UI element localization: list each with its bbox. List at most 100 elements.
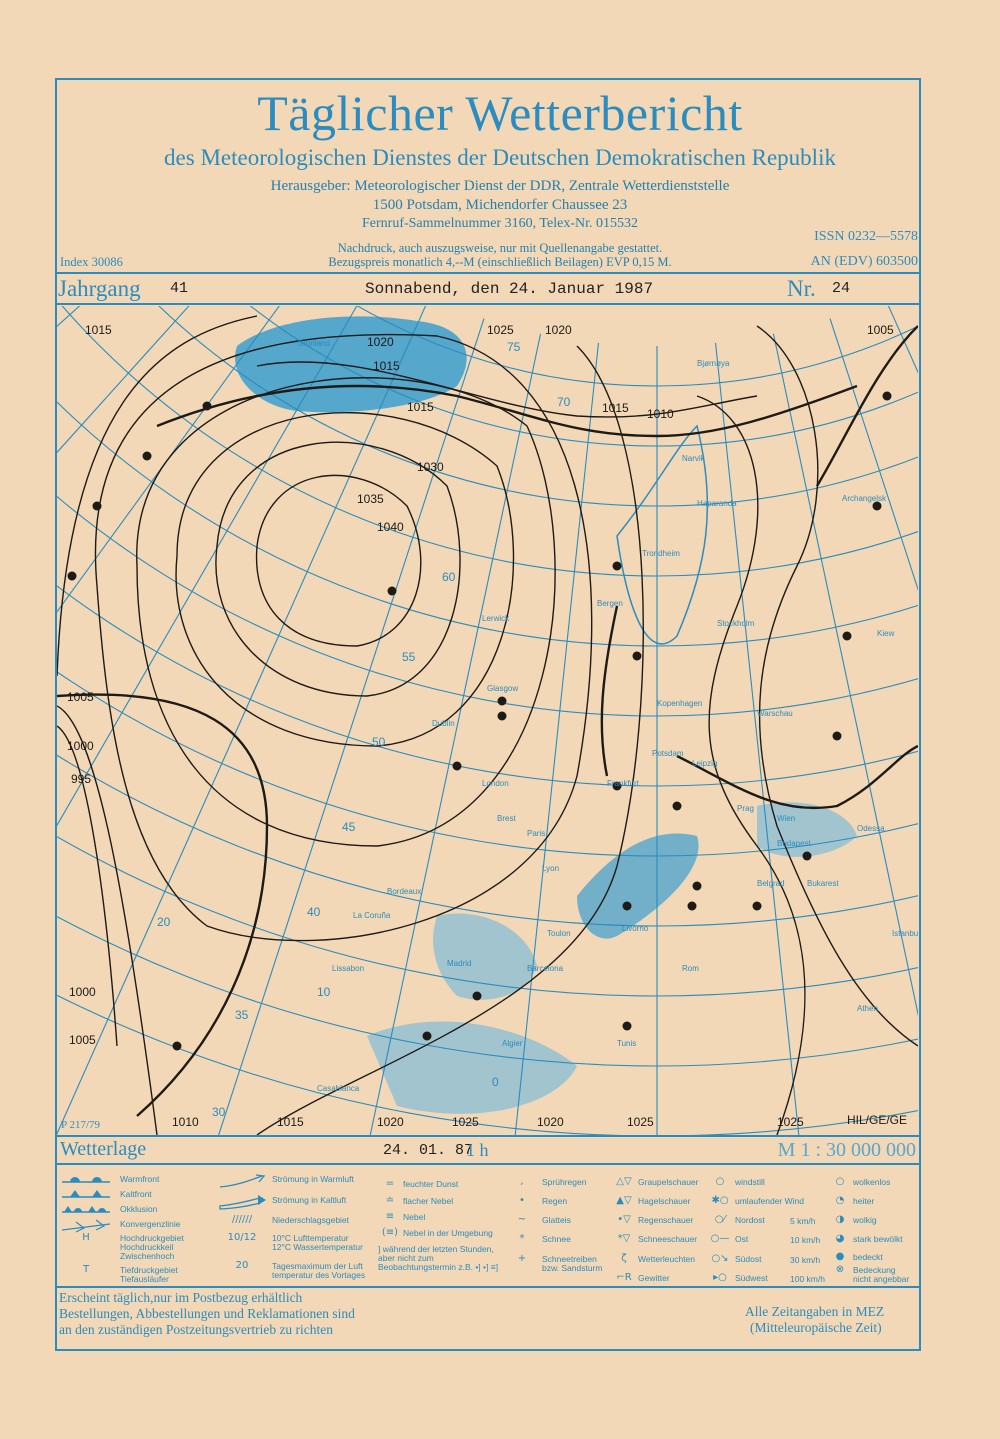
front-central	[676, 744, 918, 810]
city-label: Istanbul	[892, 929, 918, 938]
mediterranean-shading	[577, 833, 699, 939]
station-marker	[842, 631, 852, 641]
parallel-line	[57, 495, 918, 717]
meridian-line	[57, 306, 358, 827]
warm-front-icon	[62, 1173, 110, 1192]
city-label: Bukarest	[807, 879, 839, 888]
city-label: London	[482, 779, 509, 788]
legend-symbol: ≐	[385, 1195, 395, 1206]
legend-symbol: ○	[715, 1176, 725, 1187]
isobar-label: 1005	[69, 1033, 96, 1047]
legend-label: wolkig	[853, 1215, 877, 1225]
divider	[55, 272, 921, 274]
meridian-line	[772, 333, 918, 1017]
chart-datetime: 24. 01. 87	[383, 1142, 474, 1159]
latitude-label: 40	[307, 905, 321, 919]
isobar-label: 1020	[377, 1115, 404, 1129]
isobar-1025	[136, 377, 556, 847]
occlusion-icon	[62, 1203, 110, 1222]
city-label: Bordeaux	[387, 887, 421, 896]
isobar-label: 1015	[85, 323, 112, 337]
legend-symbol: =	[385, 1178, 395, 1189]
nr-value: 24	[832, 280, 851, 297]
city-label: Madrid	[447, 959, 471, 968]
legend-label: Tagesmaximum der Luft temperatur des Vor…	[272, 1261, 366, 1280]
city-label: Rom	[682, 964, 699, 973]
city-label: Livorno	[622, 924, 649, 933]
city-label: Archangelsk	[842, 494, 887, 503]
lat-lon-grid	[57, 306, 918, 1135]
divider	[55, 1163, 921, 1165]
issn: ISSN 0232—5578	[814, 229, 918, 244]
legend-symbol: ○—	[710, 1233, 730, 1244]
station-marker	[692, 881, 702, 891]
legend-symbol: *	[519, 1233, 525, 1244]
meridian-line	[829, 318, 918, 592]
station-marker	[612, 561, 622, 571]
latitude-label: 45	[342, 820, 356, 834]
station-marker	[387, 586, 397, 596]
legend-label: Strömung in Kaltluft	[272, 1195, 347, 1205]
city-label: Athen	[857, 1004, 878, 1013]
isobar-label: 1025	[452, 1115, 479, 1129]
isobar-label: 1015	[602, 401, 629, 415]
wetterlage-label: Wetterlage	[60, 1138, 147, 1160]
analyst-signature: HIL/GE/GE	[847, 1113, 907, 1127]
station-marker	[832, 731, 842, 741]
footer-line-2: Bestellungen, Abbestellungen und Reklama…	[59, 1306, 355, 1321]
legend-symbol: //////	[231, 1214, 253, 1225]
legend-symbol: ◔	[835, 1195, 845, 1206]
isobar-label: 1005	[867, 323, 894, 337]
city-label: Glasgow	[487, 684, 518, 693]
legend-label: flacher Nebel	[403, 1196, 454, 1206]
legend-label: Warmfront	[120, 1174, 160, 1184]
cold-air-arrow-icon	[218, 1194, 266, 1213]
legend-label: umlaufender Wind	[735, 1196, 804, 1206]
isobar-label: 1030	[417, 460, 444, 474]
city-label: Lerwick	[482, 614, 510, 623]
isobar-label: 1020	[367, 335, 394, 349]
phone-line: Fernruf-Sammelnummer 3160, Telex-Nr. 015…	[362, 216, 638, 231]
legend-wind-speed: 10 km/h	[790, 1235, 821, 1245]
footer-line-3: an den zuständigen Postzeitungsvertrieb …	[59, 1322, 334, 1337]
meridian-line	[57, 306, 81, 327]
station-marker	[472, 991, 482, 1001]
legend-label: bedeckt	[853, 1252, 883, 1262]
station-marker	[172, 1041, 182, 1051]
divider	[55, 1135, 921, 1137]
isobar-label: 1010	[172, 1115, 199, 1129]
legend-label: Gewitter	[638, 1273, 670, 1283]
city-label: Grönland	[297, 339, 330, 348]
legend-label: Nordost	[735, 1215, 765, 1225]
convergence-line-icon	[61, 1218, 111, 1237]
isobar-1040	[255, 474, 422, 647]
city-label: Belgrad	[757, 879, 785, 888]
legend-symbol: ○↘	[711, 1253, 729, 1264]
legend-symbol: ▲▽	[616, 1195, 632, 1206]
meridian-line	[57, 306, 172, 536]
city-label: Tunis	[617, 1039, 636, 1048]
isobar-label: 1000	[69, 985, 96, 999]
legend-wind-speed: 100 km/h	[790, 1274, 825, 1284]
timezone-note-full: (Mitteleuropäische Zeit)	[750, 1320, 882, 1335]
station-marker	[497, 696, 507, 706]
latitude-label: 55	[402, 650, 416, 664]
latitude-label: 0	[492, 1075, 499, 1089]
station-marker	[422, 1031, 432, 1041]
jahrgang-label: Jahrgang	[58, 276, 141, 301]
warm-air-arrow-icon	[218, 1173, 266, 1192]
legend-symbol: ⊗	[835, 1264, 845, 1275]
chart-hour: 1 h	[466, 1140, 489, 1160]
legend-label: Niederschlagsgebiet	[272, 1215, 350, 1225]
station-marker	[622, 901, 632, 911]
meridian-line	[369, 333, 542, 1135]
station-marker	[632, 651, 642, 661]
page-subtitle: des Meteorologischen Dienstes der Deutsc…	[164, 145, 836, 170]
legend-wind-speed: 30 km/h	[790, 1255, 821, 1265]
station-marker	[622, 1021, 632, 1031]
legend-label: Hochdruckgebiet Hochdruckkeil Zwischenho…	[120, 1233, 184, 1261]
isobar-label: 1010	[647, 407, 674, 421]
city-label: La Coruña	[353, 911, 391, 920]
meridian-line	[714, 342, 800, 1135]
legend-label: Sprühregen	[542, 1177, 587, 1187]
